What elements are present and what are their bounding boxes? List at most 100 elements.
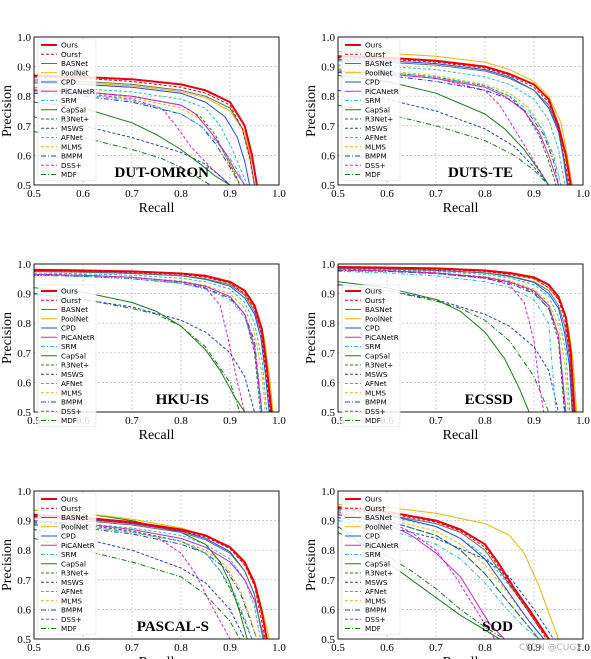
legend-label-picanetr: PiCANetR <box>365 87 399 96</box>
legend-box <box>37 38 97 182</box>
x-tick-label: 0.5 <box>331 642 345 654</box>
legend: OursOurs†BASNetPoolNetCPDPiCANetRSRMCapS… <box>37 492 97 636</box>
legend-label-mdf: MDF <box>365 170 381 179</box>
legend-label-poolnet: PoolNet <box>365 314 393 323</box>
series-lines <box>34 74 258 185</box>
series-line-poolnet <box>338 51 573 185</box>
y-tick-label: 1.0 <box>321 259 335 271</box>
legend-label-afnet: AFNet <box>61 379 83 388</box>
series-line-dss <box>338 511 496 639</box>
series-line-ours <box>338 55 572 185</box>
y-tick-label: 0.7 <box>321 575 335 587</box>
legend-label-cpd: CPD <box>365 78 380 87</box>
legend-label-msws: MSWS <box>61 124 84 133</box>
legend-label-bmpm: BMPM <box>365 152 387 161</box>
legend-label-mdf: MDF <box>365 416 381 425</box>
x-tick-label: 0.6 <box>76 188 90 200</box>
series-line-cpd <box>34 82 251 185</box>
y-tick-label: 0.5 <box>321 407 335 419</box>
y-tick-label: 1.0 <box>17 32 31 44</box>
x-tick-label: 0.9 <box>527 188 541 200</box>
legend-label-capsal: CapSal <box>365 105 390 114</box>
series-line-picanetr <box>34 520 265 639</box>
series-line-basnet <box>34 517 264 639</box>
legend-label-mlms: MLMS <box>365 596 386 605</box>
x-tick-label: 0.7 <box>429 188 443 200</box>
legend: OursOurs†BASNetPoolNetCPDPiCANetRSRMCapS… <box>37 284 97 428</box>
y-tick-label: 0.9 <box>17 289 31 301</box>
series-line-ours <box>338 266 576 412</box>
legend: OursOurs†BASNetPoolNetCPDPiCANetRSRMCapS… <box>341 284 401 428</box>
legend-label-mlms: MLMS <box>365 388 386 397</box>
y-tick-label: 0.8 <box>321 545 335 557</box>
legend-label-mdf: MDF <box>61 416 77 425</box>
legend-label-picanetr: PiCANetR <box>61 87 95 96</box>
y-tick-label: 1.0 <box>17 259 31 271</box>
legend-label-ours-dagger: Ours† <box>61 50 82 59</box>
legend-label-srm: SRM <box>365 342 381 351</box>
legend: OursOurs†BASNetPoolNetCPDPiCANetRSRMCapS… <box>341 492 401 636</box>
series-line-poolnet <box>34 80 258 185</box>
legend-label-ours-dagger: Ours† <box>365 50 386 59</box>
y-tick-label: 0.7 <box>17 575 31 587</box>
plot-frame <box>337 263 584 413</box>
legend-label-ours: Ours <box>365 287 382 296</box>
legend-label-ours: Ours <box>365 41 382 50</box>
legend-label-srm: SRM <box>61 96 77 105</box>
x-axis-title: Recall <box>443 655 479 659</box>
panels: 0.5 0.6 0.7 0.8 0.9 1.0 0.5 0.6 0.7 0.8 0.9 1.0 Ours… <box>0 32 590 659</box>
plot-frame <box>33 263 280 413</box>
legend-label-msws: MSWS <box>61 370 84 379</box>
series-line-mlms <box>338 269 569 412</box>
chart-title: ECSSD <box>465 392 514 408</box>
series-line-ours-dagger <box>338 57 570 185</box>
legend-label-mlms: MLMS <box>365 142 386 151</box>
legend-label-capsal: CapSal <box>61 105 86 114</box>
legend-label-basnet: BASNet <box>61 305 88 314</box>
legend-label-dss: DSS+ <box>365 161 386 170</box>
y-tick-label: 0.8 <box>321 318 335 330</box>
series-line-picanetr <box>338 269 567 412</box>
legend-label-basnet: BASNet <box>365 59 392 68</box>
plot-frame <box>337 36 584 186</box>
legend-label-srm: SRM <box>365 550 381 559</box>
x-tick-label: 0.8 <box>478 188 492 200</box>
legend-label-bmpm: BMPM <box>61 606 83 615</box>
series-lines <box>34 268 274 412</box>
legend-label-srm: SRM <box>61 550 77 559</box>
series-line-mdf <box>34 131 211 185</box>
legend-label-afnet: AFNet <box>365 133 387 142</box>
legend-label-bmpm: BMPM <box>61 152 83 161</box>
series-line-ours <box>338 506 550 639</box>
legend-label-ours-dagger: Ours† <box>61 504 82 513</box>
legend-label-msws: MSWS <box>365 370 388 379</box>
x-tick-label: 1.0 <box>272 415 286 427</box>
x-tick-label: 0.6 <box>380 642 394 654</box>
y-axis-title: Precision <box>304 85 319 137</box>
legend: OursOurs†BASNetPoolNetCPDPiCANetRSRMCapS… <box>37 38 97 182</box>
legend-label-ours-dagger: Ours† <box>365 504 386 513</box>
y-tick-label: 0.8 <box>17 545 31 557</box>
y-tick-label: 0.8 <box>17 91 31 103</box>
legend: OursOurs†BASNetPoolNetCPDPiCANetRSRMCapS… <box>341 38 401 182</box>
x-tick-label: 0.8 <box>174 415 188 427</box>
legend-label-mlms: MLMS <box>61 388 82 397</box>
y-tick-label: 0.8 <box>321 91 335 103</box>
x-axis-title: Recall <box>443 428 479 443</box>
chart-panel-pascal-s: 0.5 0.6 0.7 0.8 0.9 1.0 0.5 0.6 0.7 0.8 0.9 1.0 Ours… <box>0 486 286 659</box>
x-tick-label: 0.7 <box>429 642 443 654</box>
legend-label-capsal: CapSal <box>61 559 86 568</box>
legend-label-msws: MSWS <box>365 124 388 133</box>
x-tick-label: 0.8 <box>478 415 492 427</box>
chart-panel-ecssd: 0.50.60.70.80.91.00.50.60.70.80.91.0Ours… <box>304 259 590 443</box>
y-tick-label: 1.0 <box>17 486 31 498</box>
legend-label-ours: Ours <box>61 495 78 504</box>
series-line-srm <box>34 523 253 639</box>
x-axis-title: Recall <box>139 428 175 443</box>
legend-label-mdf: MDF <box>61 170 77 179</box>
y-tick-label: 0.7 <box>321 121 335 133</box>
y-tick-label: 0.9 <box>17 516 31 528</box>
y-tick-label: 0.8 <box>17 318 31 330</box>
legend-label-capsal: CapSal <box>61 351 86 360</box>
legend-label-mdf: MDF <box>61 624 77 633</box>
